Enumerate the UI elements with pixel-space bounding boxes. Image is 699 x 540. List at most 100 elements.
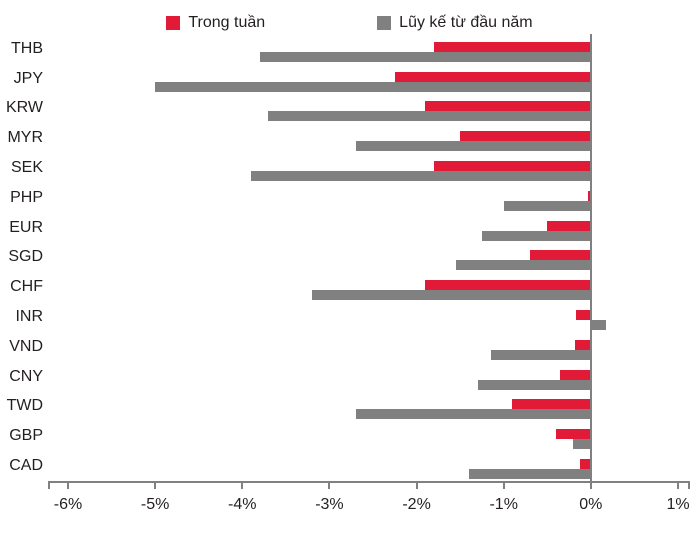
bar-week-thb bbox=[434, 41, 591, 52]
chart-row-chf: CHF bbox=[0, 272, 699, 302]
chart-row-inr: INR bbox=[0, 302, 699, 332]
bar-ytd-chf bbox=[312, 290, 591, 301]
bar-ytd-php bbox=[503, 200, 591, 211]
bar-track bbox=[48, 302, 699, 332]
category-label-vnd: VND bbox=[9, 337, 43, 355]
bar-ytd-cad bbox=[468, 469, 591, 480]
category-label-krw: KRW bbox=[5, 99, 43, 117]
x-axis-ticks: -6% -5% -4% -3% -2% -1% 0% 1% bbox=[54, 481, 690, 527]
bar-track bbox=[48, 123, 699, 153]
chart-row-sek: SEK bbox=[0, 153, 699, 183]
bar-track bbox=[48, 183, 699, 213]
category-label-sgd: SGD bbox=[8, 248, 43, 266]
bar-track bbox=[48, 451, 699, 481]
x-axis-tick bbox=[328, 481, 331, 489]
x-axis-tick bbox=[502, 481, 505, 489]
chart-row-sgd: SGD bbox=[0, 243, 699, 273]
chart-row-cad: CAD bbox=[0, 451, 699, 481]
x-axis-left-cap bbox=[48, 481, 50, 489]
x-axis-tick bbox=[67, 481, 69, 489]
bar-track bbox=[48, 362, 699, 392]
category-label-cny: CNY bbox=[9, 367, 43, 385]
category-label-inr: INR bbox=[15, 308, 43, 326]
bar-ytd-sek bbox=[251, 171, 591, 182]
chart-row-vnd: VND bbox=[0, 332, 699, 362]
category-label-sek: SEK bbox=[10, 159, 43, 177]
bar-ytd-twd bbox=[355, 409, 591, 420]
x-axis-tick bbox=[154, 481, 157, 489]
bar-week-sgd bbox=[529, 250, 591, 261]
category-label-thb: THB bbox=[11, 39, 43, 57]
plot-area: THB JPY KRW MYR SEK PHP EUR SGD CHF INR VND CNY TWD G… bbox=[0, 34, 699, 483]
bar-week-eur bbox=[547, 220, 591, 231]
x-axis: -6% -5% -4% -3% -2% -1% 0% 1% bbox=[48, 481, 699, 527]
chart-row-jpy: JPY bbox=[0, 64, 699, 94]
bar-week-krw bbox=[425, 101, 591, 112]
bar-week-cny bbox=[560, 369, 591, 380]
x-axis-tick-label: -5% bbox=[140, 496, 170, 513]
category-label-chf: CHF bbox=[10, 278, 43, 296]
bar-track bbox=[48, 332, 699, 362]
bar-week-gbp bbox=[556, 429, 591, 440]
category-label-twd: TWD bbox=[6, 397, 43, 415]
bar-week-chf bbox=[425, 280, 591, 291]
bar-week-sek bbox=[434, 161, 591, 172]
x-axis-tick-label: -1% bbox=[489, 496, 518, 513]
chart-row-eur: EUR bbox=[0, 213, 699, 243]
x-axis-line bbox=[48, 481, 690, 483]
legend-item-ytd: Lũy kế từ đầu năm bbox=[377, 14, 533, 31]
bar-ytd-gbp bbox=[573, 439, 591, 450]
bar-ytd-krw bbox=[268, 111, 591, 122]
x-axis-tick bbox=[415, 481, 418, 489]
x-axis-right-cap bbox=[688, 481, 690, 489]
category-label-eur: EUR bbox=[9, 218, 43, 236]
bar-rows: THB JPY KRW MYR SEK PHP EUR SGD CHF INR VND CNY TWD G… bbox=[0, 34, 699, 481]
x-axis-tick-label: -2% bbox=[402, 496, 431, 513]
x-axis-tick bbox=[241, 481, 244, 489]
chart-row-thb: THB bbox=[0, 34, 699, 64]
legend-week-square-swatch-icon bbox=[166, 16, 181, 30]
x-axis-tick-label: -6% bbox=[53, 496, 83, 513]
category-label-cad: CAD bbox=[9, 457, 43, 475]
bar-track bbox=[48, 272, 699, 302]
chart-row-krw: KRW bbox=[0, 94, 699, 124]
bar-week-cad bbox=[579, 459, 591, 470]
category-label-gbp: GBP bbox=[9, 427, 43, 445]
category-label-jpy: JPY bbox=[13, 69, 43, 87]
bar-ytd-eur bbox=[481, 230, 591, 241]
legend-item-week: Trong tuần bbox=[166, 15, 265, 31]
bar-ytd-cny bbox=[477, 379, 591, 390]
bar-ytd-myr bbox=[355, 141, 591, 152]
bar-ytd-sgd bbox=[455, 260, 591, 271]
bar-week-myr bbox=[460, 131, 591, 142]
bar-ytd-vnd bbox=[490, 349, 591, 360]
category-label-myr: MYR bbox=[7, 129, 43, 147]
x-axis-tick-label: -3% bbox=[315, 496, 344, 513]
bar-week-vnd bbox=[575, 339, 591, 350]
bar-track bbox=[48, 64, 699, 94]
x-axis-tick bbox=[589, 481, 592, 489]
chart-legend: Trong tuần Lũy kế từ đầu năm bbox=[0, 0, 699, 34]
bar-week-inr bbox=[576, 310, 591, 321]
bar-track bbox=[48, 421, 699, 451]
bar-track bbox=[48, 213, 699, 243]
x-axis-tick-label: 0% bbox=[579, 496, 603, 513]
bar-track bbox=[48, 94, 699, 124]
chart-row-cny: CNY bbox=[0, 362, 699, 392]
bar-week-php bbox=[588, 190, 591, 201]
legend-week-label: Trong tuần bbox=[188, 14, 266, 31]
bar-week-jpy bbox=[394, 71, 591, 82]
x-axis-tick-label: 1% bbox=[666, 496, 690, 513]
bar-track bbox=[48, 34, 699, 64]
legend-ytd-label: Lũy kế từ đầu năm bbox=[399, 14, 533, 31]
x-axis-tick bbox=[677, 481, 679, 489]
bar-ytd-jpy bbox=[155, 81, 591, 92]
bar-ytd-inr bbox=[590, 320, 606, 331]
category-label-php: PHP bbox=[10, 188, 43, 206]
bar-track bbox=[48, 243, 699, 273]
bar-track bbox=[48, 153, 699, 183]
chart-row-myr: MYR bbox=[0, 123, 699, 153]
legend-ytd-square-swatch-icon bbox=[377, 16, 392, 30]
x-axis-tick-label: -4% bbox=[228, 496, 257, 513]
